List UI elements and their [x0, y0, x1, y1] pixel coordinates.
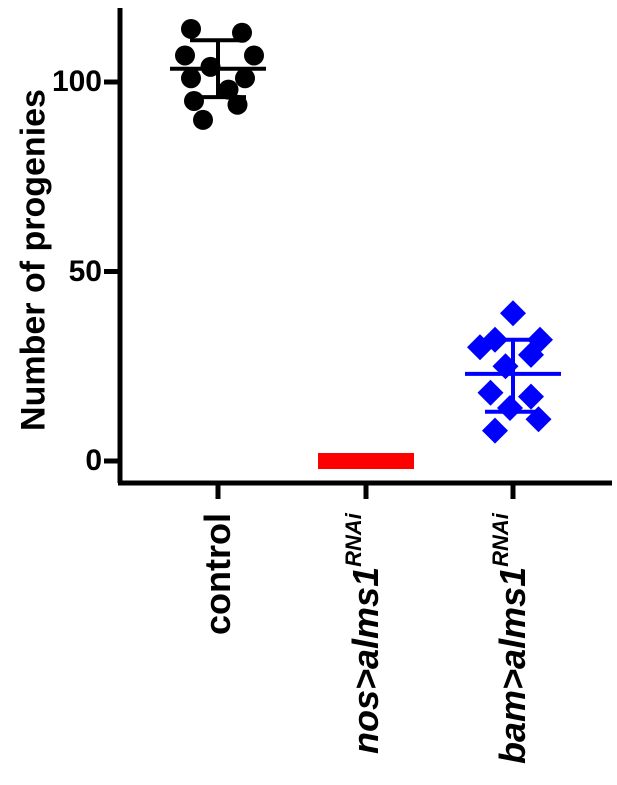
point-0-0	[181, 18, 201, 39]
y-tick-label-0: 0	[85, 444, 102, 477]
point-0-6	[235, 68, 255, 89]
data-marks	[170, 18, 561, 469]
group-1	[318, 453, 414, 469]
point-2-4	[518, 341, 544, 368]
x-category-text-0: control	[197, 513, 238, 635]
point-0-10	[193, 109, 213, 130]
x-category-label-2: bam>alms1RNAi	[488, 513, 534, 764]
zero-band-1	[318, 453, 414, 469]
y-tick-label-1: 50	[68, 254, 102, 288]
point-2-7	[518, 383, 544, 410]
axes	[104, 8, 612, 499]
point-0-3	[244, 45, 264, 66]
x-category-label-1: nos>alms1RNAi	[341, 513, 387, 754]
point-2-6	[477, 379, 504, 406]
point-0-2	[175, 45, 195, 66]
point-0-8	[184, 90, 204, 111]
x-category-superscript-2: RNAi	[488, 513, 513, 567]
group-0	[170, 18, 266, 130]
point-0-5	[181, 68, 201, 89]
x-category-label-0: control	[197, 513, 239, 635]
y-tick-label-2: 100	[51, 65, 102, 98]
point-2-0	[500, 300, 526, 327]
point-0-9	[227, 94, 248, 115]
x-category-superscript-1: RNAi	[341, 513, 366, 567]
x-category-text-1: nos>alms1	[345, 566, 386, 754]
y-axis-label: Number of progenies	[14, 89, 53, 431]
point-2-10	[482, 417, 508, 444]
group-2	[465, 300, 561, 444]
point-0-7	[218, 79, 239, 100]
point-0-1	[232, 22, 252, 43]
point-2-8	[497, 394, 523, 421]
x-category-text-2: bam>alms1	[492, 566, 533, 764]
